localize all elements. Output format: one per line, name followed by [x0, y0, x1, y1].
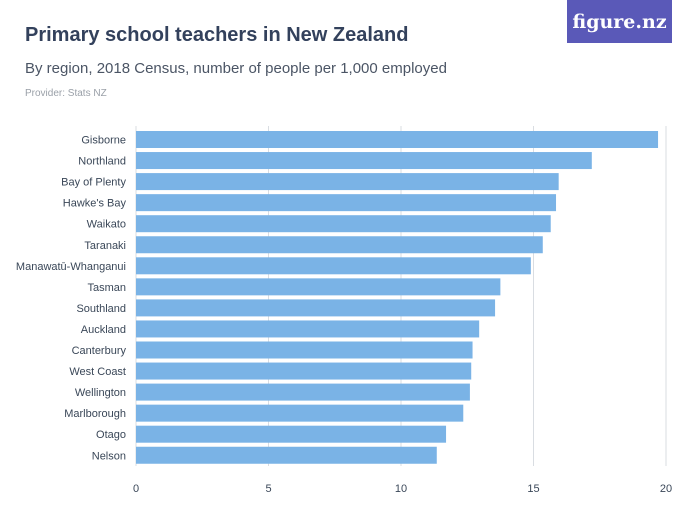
bar[interactable] — [136, 341, 473, 359]
category-label: Southland — [76, 303, 126, 315]
category-label: Wellington — [75, 387, 126, 399]
category-label: West Coast — [69, 366, 126, 378]
category-label: Gisborne — [81, 135, 126, 147]
x-tick-label: 10 — [395, 483, 407, 495]
category-label: Tasman — [87, 282, 126, 294]
category-label: Northland — [78, 156, 126, 168]
category-label: Marlborough — [64, 408, 126, 420]
x-tick-label: 15 — [527, 483, 539, 495]
category-label: Canterbury — [72, 345, 127, 357]
category-labels: Gisborne Northland Bay of Plenty Hawke's Ba… — [16, 135, 127, 463]
bar[interactable] — [136, 446, 437, 464]
provider-note: Provider: Stats NZ — [25, 88, 107, 99]
bar[interactable] — [136, 383, 470, 401]
bar[interactable] — [136, 257, 531, 275]
bar[interactable] — [136, 194, 557, 212]
x-axis-ticks: 0 5 10 15 20 — [133, 483, 672, 495]
x-tick-label: 5 — [265, 483, 271, 495]
figure-nz-logo[interactable]: figure.nz — [567, 0, 672, 43]
category-label: Hawke's Bay — [63, 198, 127, 210]
bar[interactable] — [136, 362, 472, 380]
category-label: Bay of Plenty — [61, 177, 126, 189]
category-label: Otago — [96, 429, 126, 441]
bar[interactable] — [136, 215, 551, 233]
bar[interactable] — [136, 278, 501, 296]
chart-title: Primary school teachers in New Zealand — [25, 24, 409, 46]
category-label: Taranaki — [84, 240, 126, 252]
bar[interactable] — [136, 152, 592, 170]
x-tick-label: 20 — [660, 483, 672, 495]
category-label: Waikato — [87, 219, 126, 231]
category-label: Auckland — [81, 324, 126, 336]
bars — [136, 131, 659, 464]
x-tick-label: 0 — [133, 483, 139, 495]
bar[interactable] — [136, 320, 480, 338]
bar[interactable] — [136, 425, 447, 443]
bar[interactable] — [136, 404, 464, 422]
bar[interactable] — [136, 299, 496, 317]
bar[interactable] — [136, 236, 543, 254]
category-label: Manawatū-Whanganui — [16, 261, 126, 273]
bar[interactable] — [136, 131, 659, 148]
category-label: Nelson — [92, 450, 126, 462]
bar[interactable] — [136, 173, 559, 191]
chart-subtitle: By region, 2018 Census, number of people… — [25, 60, 447, 77]
